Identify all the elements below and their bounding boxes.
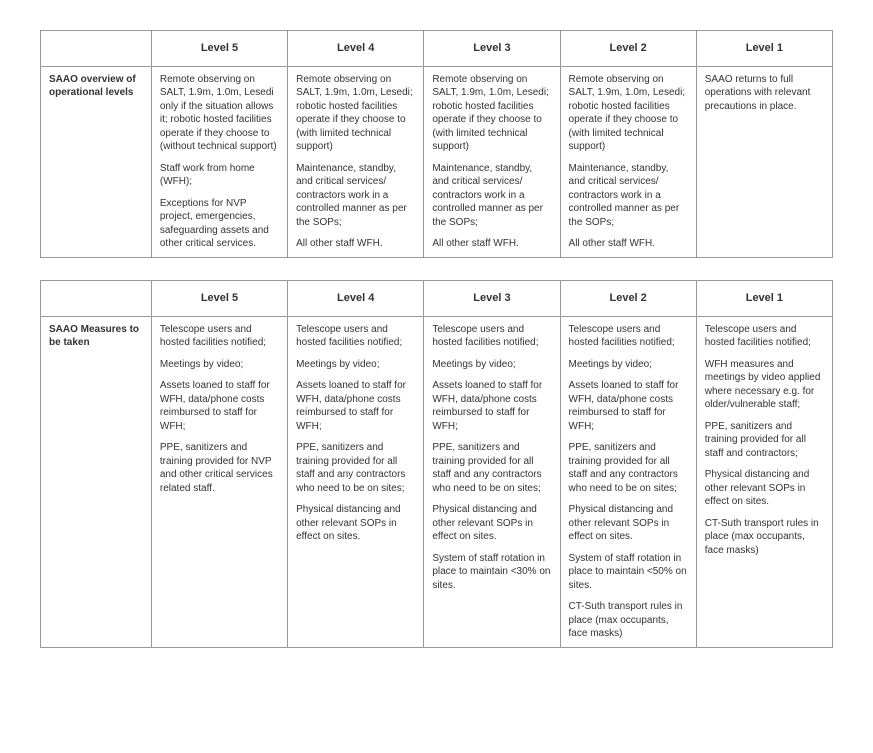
cell-paragraph: Telescope users and hosted facilities no…	[160, 323, 279, 350]
cell-paragraph: PPE, sanitizers and training provided fo…	[160, 441, 279, 495]
cell-paragraph: CT-Suth transport rules in place (max oc…	[569, 600, 688, 641]
cell-paragraph: CT-Suth transport rules in place (max oc…	[705, 517, 824, 558]
cell-paragraph: Maintenance, standby, and critical servi…	[569, 162, 688, 230]
header-level4: Level 4	[288, 280, 424, 316]
cell-paragraph: PPE, sanitizers and training provided fo…	[569, 441, 688, 495]
header-blank	[41, 31, 152, 67]
cell-paragraph: Meetings by video;	[160, 358, 279, 372]
cell-paragraph: Physical distancing and other relevant S…	[296, 503, 415, 544]
overview-cell-level2: Remote observing on SALT, 1.9m, 1.0m, Le…	[560, 66, 696, 257]
cell-paragraph: Meetings by video;	[296, 358, 415, 372]
cell-paragraph: Assets loaned to staff for WFH, data/pho…	[160, 379, 279, 433]
overview-row: SAAO overview of operational levels Remo…	[41, 66, 833, 257]
cell-paragraph: Maintenance, standby, and critical servi…	[432, 162, 551, 230]
cell-paragraph: Assets loaned to staff for WFH, data/pho…	[296, 379, 415, 433]
measures-cell-level1: Telescope users and hosted facilities no…	[696, 316, 832, 647]
measures-row-label: SAAO Measures to be taken	[41, 316, 152, 647]
cell-paragraph: Remote observing on SALT, 1.9m, 1.0m, Le…	[160, 73, 279, 154]
measures-cell-level4: Telescope users and hosted facilities no…	[288, 316, 424, 647]
cell-paragraph: Staff work from home (WFH);	[160, 162, 279, 189]
header-level1: Level 1	[696, 31, 832, 67]
overview-table: Level 5 Level 4 Level 3 Level 2 Level 1 …	[40, 30, 833, 258]
cell-paragraph: Physical distancing and other relevant S…	[705, 468, 824, 509]
header-level3: Level 3	[424, 280, 560, 316]
cell-paragraph: Telescope users and hosted facilities no…	[705, 323, 824, 350]
cell-paragraph: Telescope users and hosted facilities no…	[296, 323, 415, 350]
cell-paragraph: Meetings by video;	[432, 358, 551, 372]
cell-paragraph: PPE, sanitizers and training provided fo…	[705, 420, 824, 461]
measures-table: Level 5 Level 4 Level 3 Level 2 Level 1 …	[40, 280, 833, 648]
header-level5: Level 5	[151, 31, 287, 67]
header-level4: Level 4	[288, 31, 424, 67]
cell-paragraph: PPE, sanitizers and training provided fo…	[296, 441, 415, 495]
overview-cell-level5: Remote observing on SALT, 1.9m, 1.0m, Le…	[151, 66, 287, 257]
header-row: Level 5 Level 4 Level 3 Level 2 Level 1	[41, 280, 833, 316]
cell-paragraph: Meetings by video;	[569, 358, 688, 372]
measures-row: SAAO Measures to be taken Telescope user…	[41, 316, 833, 647]
cell-paragraph: Assets loaned to staff for WFH, data/pho…	[569, 379, 688, 433]
cell-paragraph: WFH measures and meetings by video appli…	[705, 358, 824, 412]
measures-cell-level2: Telescope users and hosted facilities no…	[560, 316, 696, 647]
cell-paragraph: Physical distancing and other relevant S…	[432, 503, 551, 544]
header-level2: Level 2	[560, 31, 696, 67]
cell-paragraph: System of staff rotation in place to mai…	[569, 552, 688, 593]
cell-paragraph: Telescope users and hosted facilities no…	[432, 323, 551, 350]
cell-paragraph: Remote observing on SALT, 1.9m, 1.0m, Le…	[569, 73, 688, 154]
cell-paragraph: Assets loaned to staff for WFH, data/pho…	[432, 379, 551, 433]
cell-paragraph: All other staff WFH.	[569, 237, 688, 251]
cell-paragraph: PPE, sanitizers and training provided fo…	[432, 441, 551, 495]
cell-paragraph: System of staff rotation in place to mai…	[432, 552, 551, 593]
cell-paragraph: Physical distancing and other relevant S…	[569, 503, 688, 544]
overview-cell-level4: Remote observing on SALT, 1.9m, 1.0m, Le…	[288, 66, 424, 257]
header-level5: Level 5	[151, 280, 287, 316]
cell-paragraph: Maintenance, standby, and critical servi…	[296, 162, 415, 230]
cell-paragraph: Exceptions for NVP project, emergencies,…	[160, 197, 279, 251]
cell-paragraph: All other staff WFH.	[432, 237, 551, 251]
cell-paragraph: Remote observing on SALT, 1.9m, 1.0m, Le…	[432, 73, 551, 154]
header-level2: Level 2	[560, 280, 696, 316]
cell-paragraph: All other staff WFH.	[296, 237, 415, 251]
overview-cell-level1: SAAO returns to full operations with rel…	[696, 66, 832, 257]
measures-cell-level5: Telescope users and hosted facilities no…	[151, 316, 287, 647]
cell-paragraph: Telescope users and hosted facilities no…	[569, 323, 688, 350]
measures-cell-level3: Telescope users and hosted facilities no…	[424, 316, 560, 647]
overview-cell-level3: Remote observing on SALT, 1.9m, 1.0m, Le…	[424, 66, 560, 257]
cell-paragraph: Remote observing on SALT, 1.9m, 1.0m, Le…	[296, 73, 415, 154]
cell-paragraph: SAAO returns to full operations with rel…	[705, 73, 824, 114]
header-level1: Level 1	[696, 280, 832, 316]
overview-row-label: SAAO overview of operational levels	[41, 66, 152, 257]
header-row: Level 5 Level 4 Level 3 Level 2 Level 1	[41, 31, 833, 67]
header-level3: Level 3	[424, 31, 560, 67]
header-blank	[41, 280, 152, 316]
